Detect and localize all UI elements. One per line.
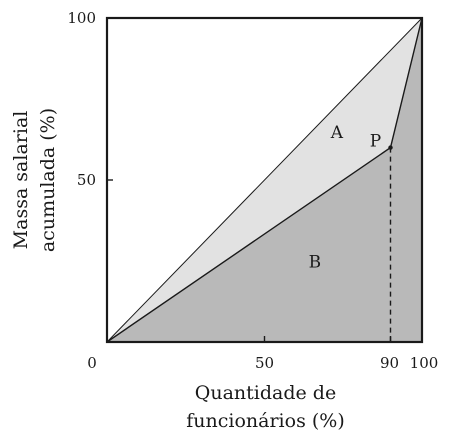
- x-axis-label-line-2: funcionários (%): [186, 410, 345, 432]
- region-a-label: A: [330, 123, 344, 143]
- chart-labels: A B P: [309, 123, 382, 273]
- y-axis-ticks: 50 100: [67, 9, 113, 189]
- y-tick-label: 100: [67, 9, 96, 27]
- y-axis-label-line-1: Massa salarial: [10, 111, 32, 250]
- x-axis-ticks: 0 50 90 100: [87, 336, 438, 372]
- x-tick-label: 100: [410, 354, 439, 372]
- x-axis-label-line-1: Quantidade de: [195, 382, 336, 404]
- y-axis-label-line-2: acumulada (%): [37, 108, 59, 252]
- y-tick-label: 50: [77, 171, 96, 189]
- x-tick-label: 0: [87, 354, 97, 372]
- point-p-marker: [388, 145, 393, 150]
- x-tick-label: 50: [255, 354, 274, 372]
- region-b-label: B: [309, 252, 322, 272]
- x-tick-label: 90: [380, 354, 399, 372]
- region-b-fill: [107, 18, 422, 342]
- point-p-label: P: [370, 132, 381, 152]
- equality-line: [106, 17, 423, 343]
